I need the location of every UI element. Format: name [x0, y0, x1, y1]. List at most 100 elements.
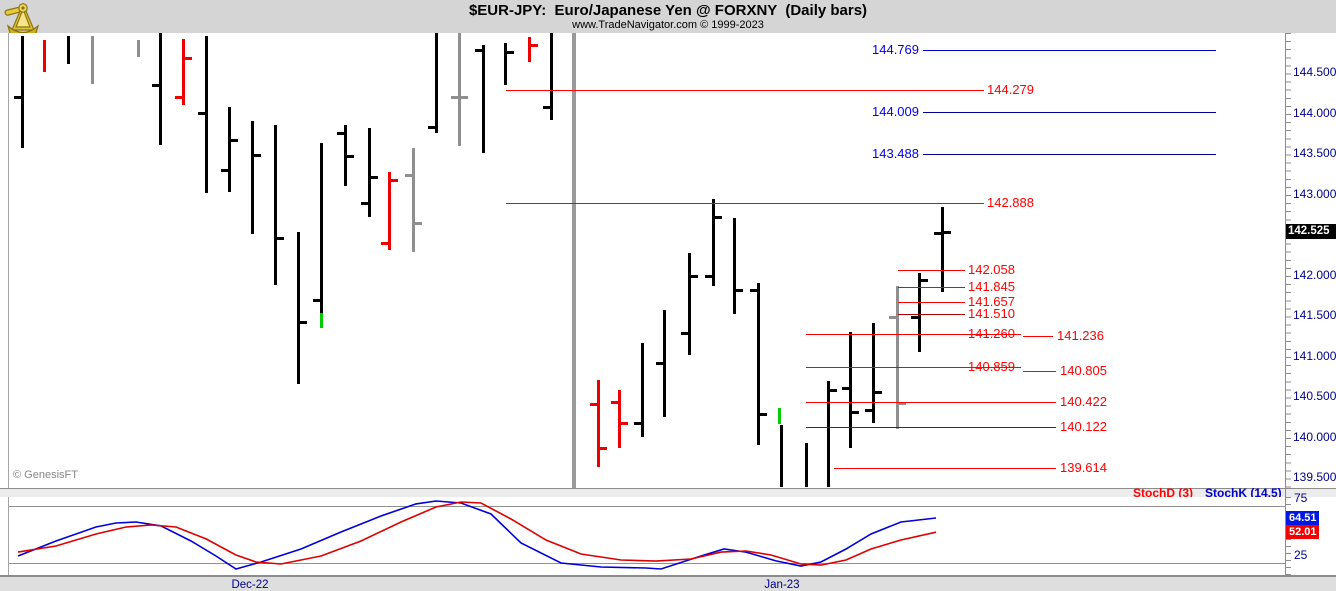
- green-mark: [320, 313, 323, 328]
- close-tick: [830, 389, 837, 392]
- close-tick: [600, 447, 607, 450]
- price-level-label: 140.122: [1060, 419, 1107, 434]
- close-tick: [760, 413, 767, 416]
- open-tick: [198, 112, 205, 115]
- price-axis-label: 144.500: [1293, 65, 1336, 79]
- title-bar: $EUR-JPY: Euro/Japanese Yen @ FORXNY (Da…: [0, 0, 1336, 33]
- ohlc-bar: [872, 323, 875, 423]
- close-tick: [736, 289, 743, 292]
- chart-subtitle: www.TradeNavigator.com © 1999-2023: [572, 19, 764, 31]
- open-tick: [750, 289, 757, 292]
- price-axis-label: 140.500: [1293, 389, 1336, 403]
- ohlc-bar: [137, 40, 140, 57]
- close-tick: [277, 237, 284, 240]
- price-level-label: 141.845: [968, 279, 1015, 294]
- ohlc-bar: [412, 148, 415, 252]
- ohlc-bar: [597, 380, 600, 467]
- price-axis-border: [1285, 33, 1286, 575]
- price-level-label: 141.236: [1057, 328, 1104, 343]
- open-tick: [405, 174, 412, 177]
- ohlc-bar: [805, 443, 808, 487]
- open-tick: [543, 106, 550, 109]
- price-level-line: [898, 314, 965, 315]
- price-level-label: 140.422: [1060, 394, 1107, 409]
- ohlc-bar: [757, 283, 760, 445]
- price-level-label: 142.888: [987, 195, 1034, 210]
- stoch-gridline: [9, 506, 1286, 507]
- ohlc-bar: [641, 343, 644, 437]
- chart-title: $EUR-JPY: Euro/Japanese Yen @ FORXNY (Da…: [468, 2, 868, 19]
- open-tick: [865, 409, 872, 412]
- stochd-indicator-label[interactable]: StochD (3): [1133, 486, 1193, 500]
- price-level-line: [898, 270, 965, 271]
- open-tick: [175, 96, 182, 99]
- price-level-line: [898, 287, 965, 288]
- price-level-label: 140.805: [1060, 363, 1107, 378]
- price-level-label: 141.657: [968, 294, 1015, 309]
- open-tick: [475, 49, 482, 52]
- price-level-label: 143.488: [872, 146, 919, 161]
- price-level-line: [506, 90, 984, 91]
- main-price-chart[interactable]: © GenesisFT 144.769 144.279 144.009 143.488…: [8, 33, 1286, 488]
- price-level-label: 142.058: [968, 262, 1015, 277]
- stochk-line: [17, 500, 937, 570]
- genesisft-watermark: © GenesisFT: [13, 469, 78, 481]
- price-axis-tickmarks: [1286, 33, 1291, 488]
- stoch-lines: [17, 500, 937, 570]
- close-tick: [254, 154, 261, 157]
- ohlc-bar: [780, 425, 783, 487]
- ohlc-bar: [21, 36, 24, 148]
- ohlc-bar: [274, 125, 277, 285]
- close-tick: [621, 422, 628, 425]
- ohlc-bar: [297, 232, 300, 384]
- price-level-line: [834, 468, 1056, 469]
- open-tick: [681, 332, 688, 335]
- open-tick: [428, 126, 435, 129]
- date-axis-label: Jan-23: [764, 579, 800, 591]
- close-tick: [944, 231, 951, 234]
- ohlc-bar: [941, 207, 944, 292]
- date-axis[interactable]: Dec-22 Jan-23: [0, 575, 1336, 591]
- ohlc-bar: [733, 218, 736, 314]
- price-axis-label: 141.000: [1293, 349, 1336, 363]
- open-tick: [313, 299, 320, 302]
- stochd-line: [17, 501, 937, 566]
- panel-divider-band: [0, 488, 1336, 497]
- price-level-line: [506, 203, 984, 204]
- close-tick: [185, 57, 192, 60]
- ohlc-bar: [504, 43, 507, 85]
- open-tick: [656, 362, 663, 365]
- close-tick: [415, 222, 422, 225]
- ohlc-bar: [182, 39, 185, 105]
- price-axis-label: 144.000: [1293, 106, 1336, 120]
- open-tick: [337, 132, 344, 135]
- stochastic-panel[interactable]: [8, 497, 1286, 575]
- close-tick: [531, 44, 538, 47]
- price-axis-label: 140.000: [1293, 430, 1336, 444]
- stoch-axis-label: 25: [1294, 548, 1308, 562]
- stochk-indicator-label[interactable]: StochK (14,5): [1205, 486, 1282, 500]
- ohlc-bar: [43, 40, 46, 72]
- price-axis-label: 143.500: [1293, 146, 1336, 160]
- close-tick: [921, 279, 928, 282]
- ohlc-bar: [159, 33, 162, 145]
- ohlc-bar: [344, 125, 347, 186]
- stoch-gridline: [9, 563, 1286, 564]
- open-tick: [152, 84, 159, 87]
- ohlc-bar: [251, 121, 254, 234]
- ohlc-bar: [528, 37, 531, 62]
- price-axis-label: 139.500: [1293, 470, 1336, 484]
- price-level-label: 140.859: [968, 359, 1015, 374]
- date-axis-label: Dec-22: [231, 579, 269, 591]
- last-price-badge: 142.525: [1286, 224, 1336, 239]
- price-level-line: [1023, 371, 1056, 372]
- open-tick: [14, 96, 21, 99]
- ohlc-bar: [91, 36, 94, 84]
- price-axis-label: 143.000: [1293, 187, 1336, 201]
- open-tick: [889, 316, 896, 319]
- open-tick: [934, 232, 941, 235]
- price-level-line: [923, 154, 1216, 155]
- price-level-label: 141.260: [968, 326, 1015, 341]
- ohlc-bar: [827, 381, 830, 487]
- price-axis-label: 141.500: [1293, 308, 1336, 322]
